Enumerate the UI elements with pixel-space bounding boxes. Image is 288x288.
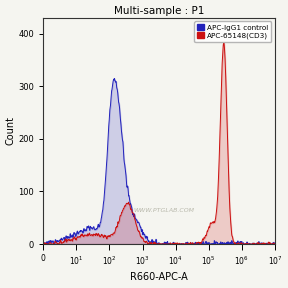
Y-axis label: Count: Count: [5, 116, 16, 145]
Text: WWW.PTGLAB.COM: WWW.PTGLAB.COM: [133, 208, 194, 213]
Legend: APC-IgG1 control, APC-65148(CD3): APC-IgG1 control, APC-65148(CD3): [194, 21, 271, 42]
Title: Multi-sample : P1: Multi-sample : P1: [114, 5, 204, 16]
X-axis label: R660-APC-A: R660-APC-A: [130, 272, 188, 283]
